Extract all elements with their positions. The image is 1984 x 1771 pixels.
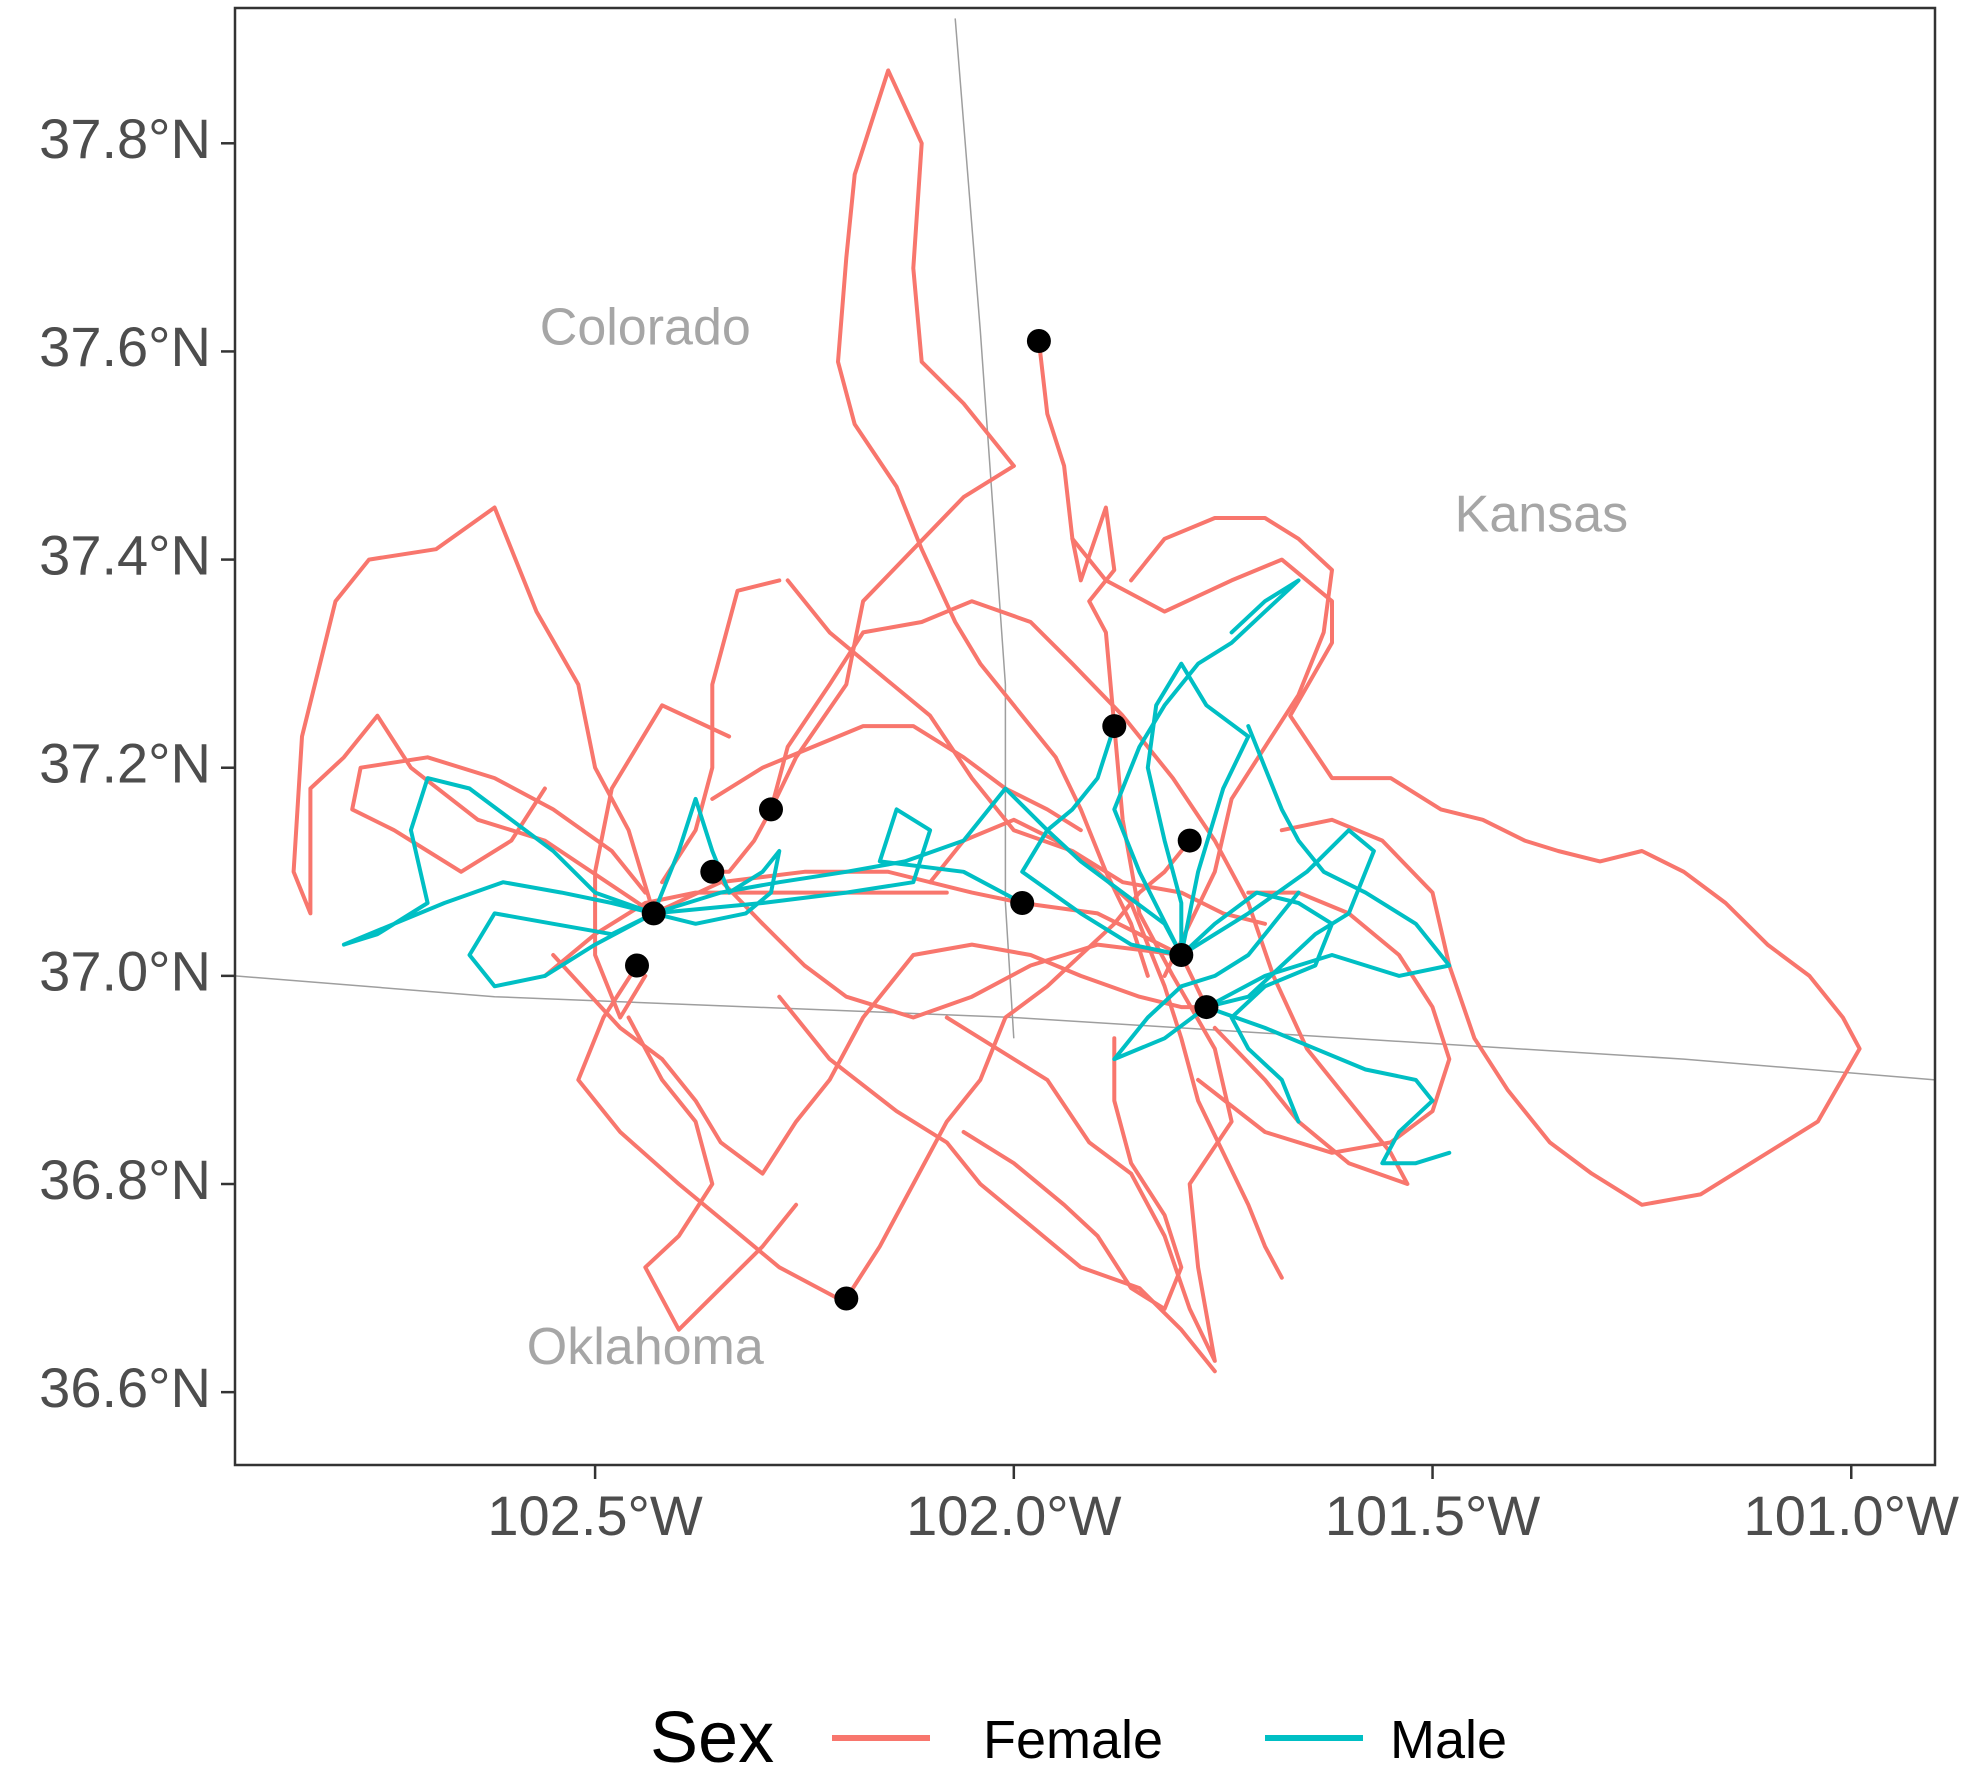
female-track-line (785, 578, 1267, 926)
female-track-line (593, 703, 732, 1020)
female-track-line (710, 869, 1209, 1020)
start-point (1169, 943, 1194, 967)
male-track-line (1204, 724, 1452, 1010)
female-track-line (944, 339, 1234, 1363)
panel-border (233, 6, 1937, 1467)
x-tick-label: 102.5°W (487, 1484, 703, 1547)
start-point (1194, 995, 1219, 1020)
female-track-line (1196, 890, 1452, 1155)
start-point (641, 901, 666, 926)
male-track-line (1179, 890, 1334, 1124)
state-label-oklahoma: Oklahoma (527, 1318, 764, 1376)
female-track-line (961, 1036, 1184, 1311)
female-track-line (836, 68, 1150, 978)
female-track-line (928, 817, 1284, 1280)
y-tick-label: 37.2°N (39, 732, 211, 795)
male-track-line (467, 911, 656, 989)
y-tick-label: 36.8°N (39, 1148, 211, 1211)
start-points (625, 329, 1219, 1311)
y-tick-label: 37.6°N (39, 315, 211, 378)
male-track-line (1020, 724, 1184, 957)
legend: Sex Female Male (650, 1698, 1507, 1771)
state-border-line (234, 975, 1936, 1081)
state-border-line (954, 18, 1015, 1039)
male-track-line (1179, 828, 1376, 1010)
y-tick-label: 37.8°N (39, 107, 211, 170)
y-tick-label: 36.6°N (39, 1356, 211, 1419)
state-borders (234, 18, 1936, 1081)
female-track-line (769, 599, 1410, 1186)
y-tick-label: 37.0°N (39, 940, 211, 1003)
start-point (1177, 828, 1202, 853)
start-point (1102, 714, 1127, 739)
x-tick-label: 101.5°W (1325, 1484, 1541, 1547)
female-track-line (1129, 516, 1334, 978)
female-track-line (660, 578, 782, 885)
female-tracks (291, 68, 1862, 1374)
legend-title: Sex (650, 1698, 774, 1771)
female-track-line (626, 1015, 799, 1332)
female-track-line (291, 505, 656, 916)
y-axis: 36.6°N 36.8°N 37.0°N 37.2°N 37.4°N 37.6°N 37.8… (39, 107, 235, 1419)
state-label-colorado: Colorado (540, 298, 751, 356)
female-track-line (576, 963, 849, 1301)
female-track-line (777, 994, 1217, 1374)
female-track-line (350, 755, 648, 895)
start-point (700, 859, 725, 884)
male-track-line (1145, 661, 1251, 957)
legend-label-male: Male (1390, 1710, 1507, 1770)
male-track-line (651, 807, 1025, 916)
x-tick-label: 102.0°W (906, 1484, 1122, 1547)
state-label-kansas: Kansas (1455, 486, 1628, 544)
state-labels: Colorado Kansas Oklahoma (527, 298, 1628, 1376)
female-track-line (844, 838, 1192, 1301)
legend-label-female: Female (983, 1710, 1163, 1770)
male-track-line (651, 786, 1184, 957)
male-track-line (651, 796, 782, 926)
female-track-line (710, 724, 1083, 833)
male-track-line (341, 776, 656, 947)
start-point (1010, 891, 1035, 915)
male-track-line (1112, 890, 1301, 1062)
female-track-line (710, 463, 1016, 874)
start-point (759, 797, 783, 822)
y-tick-label: 37.4°N (39, 523, 211, 586)
x-tick-label: 101.0°W (1744, 1484, 1960, 1547)
female-track-line (1070, 536, 1862, 1207)
start-point (834, 1286, 859, 1311)
male-track-line (1112, 578, 1301, 957)
start-point (1026, 329, 1051, 353)
start-point (625, 953, 649, 978)
male-tracks (341, 578, 1452, 1166)
female-track-line (551, 942, 1209, 1176)
x-axis: 102.5°W 102.0°W 101.5°W 101.0°W (487, 1465, 1959, 1547)
male-track-line (1204, 1005, 1452, 1166)
